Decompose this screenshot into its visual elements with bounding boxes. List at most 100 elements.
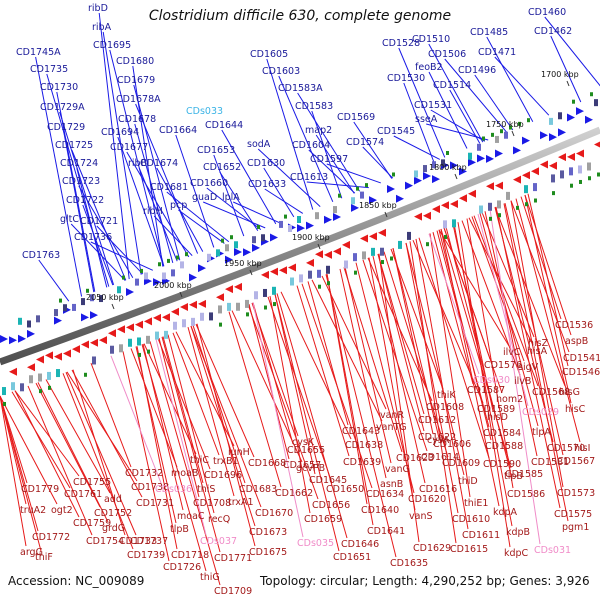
gc-skew-tick	[590, 92, 593, 97]
function-block	[407, 231, 411, 240]
reverse-gene-label: CD1570	[547, 443, 585, 454]
reverse-gene-label: hisD	[487, 412, 508, 423]
forward-gene-label: ribH	[143, 206, 163, 217]
reverse-gene-label: pgm1	[562, 522, 589, 533]
function-block	[263, 288, 267, 297]
reverse-gene-leader-line	[11, 391, 71, 489]
reverse-gene-label: aspB	[565, 336, 588, 347]
forward-gene-label: CD1545	[377, 126, 415, 137]
function-block	[200, 312, 204, 321]
reverse-gene-label: CD1650	[326, 484, 364, 495]
reverse-gene-arrow	[594, 141, 600, 148]
forward-gene-label: lplA	[222, 192, 240, 203]
reverse-gene-label: hisG	[559, 387, 580, 398]
reverse-gene-arrow	[288, 263, 296, 272]
forward-gene-leader-line	[393, 135, 441, 160]
forward-gene-leader-line	[232, 201, 280, 223]
reverse-gene-leader-line	[440, 228, 500, 507]
forward-gene-leader-line	[264, 188, 304, 214]
function-block	[225, 244, 229, 252]
reverse-gene-leader-line	[479, 213, 539, 427]
forward-gene-leader-line	[494, 56, 550, 116]
reverse-gene-label: add	[104, 494, 122, 505]
reverse-gene-arrow	[27, 363, 35, 372]
gc-skew-tick	[572, 99, 575, 104]
kbp-tick-mark	[566, 80, 570, 87]
forward-gene-arrow	[495, 149, 503, 158]
forward-gene-arrow	[477, 154, 485, 163]
reverse-gene-label: thiC	[190, 455, 209, 466]
function-block	[288, 224, 292, 232]
function-block	[146, 335, 150, 344]
gc-skew-tick	[552, 191, 555, 196]
function-block	[47, 371, 51, 380]
reverse-gene-label: hisC	[565, 404, 586, 415]
function-block	[299, 274, 303, 283]
reverse-gene-leader-line	[510, 200, 564, 488]
reverse-gene-leader-line	[377, 253, 425, 415]
forward-gene-label: CD1597	[310, 154, 348, 165]
reverse-gene-label: CD1635	[390, 558, 428, 569]
function-block	[524, 185, 528, 194]
reverse-gene-label: sigV	[518, 362, 539, 373]
reverse-gene-leader-line	[274, 294, 316, 475]
reverse-gene-leader-line	[0, 395, 42, 552]
reverse-gene-arrow	[576, 149, 584, 158]
forward-gene-arrow	[306, 221, 314, 230]
reverse-gene-leader-line	[392, 247, 440, 439]
forward-gene-leader-line	[102, 31, 142, 275]
reverse-gene-label: CD1590	[483, 459, 521, 470]
forward-gene-leader-line	[134, 123, 174, 264]
reverse-gene-label: grdG	[102, 523, 125, 534]
forward-gene-leader-line	[70, 223, 126, 281]
reverse-gene-labels: CD1536 aspB hisZ CD1541 hisA ilvC CD1546 CD1576…	[20, 320, 600, 597]
reverse-gene-leader-line	[37, 382, 109, 523]
reverse-gene-leader-line	[231, 310, 303, 463]
function-block	[29, 375, 33, 384]
function-block	[261, 234, 265, 242]
forward-gene-arrow	[18, 334, 26, 343]
function-block	[290, 277, 294, 286]
reverse-gene-leader-line	[325, 274, 397, 558]
forward-gene-arrow	[432, 175, 440, 184]
forward-gene-label: ribD	[88, 3, 108, 14]
function-block	[20, 383, 24, 392]
reverse-gene-arrow	[36, 355, 44, 364]
function-block	[594, 99, 598, 107]
forward-gene-leader-line	[353, 121, 393, 179]
function-block	[135, 278, 139, 286]
function-block	[119, 344, 123, 353]
reverse-gene-arrow	[306, 258, 314, 267]
reverse-gene-label: thiS	[197, 484, 215, 495]
gc-skew-tick	[138, 352, 141, 357]
map-title: Clostridium difficile 630, complete geno…	[148, 8, 452, 24]
reverse-gene-arrow	[459, 194, 467, 203]
gc-skew-tick	[525, 202, 528, 207]
reverse-gene-label: CD1738	[131, 482, 169, 493]
function-block	[549, 117, 553, 125]
function-block	[497, 200, 501, 209]
forward-gene-label: CD1652	[203, 162, 241, 173]
forward-gene-label: CD1630	[247, 158, 285, 169]
forward-gene-arrow	[567, 113, 575, 122]
forward-gene-arrow	[126, 288, 134, 297]
reverse-gene-leader-line	[280, 291, 352, 440]
forward-gene-label: CD1679	[117, 75, 155, 86]
reverse-gene-leader-line	[368, 257, 416, 511]
function-block	[164, 330, 168, 339]
reverse-gene-leader-line	[66, 371, 138, 482]
forward-gene-leader-line	[175, 134, 215, 248]
function-block	[11, 382, 15, 391]
reverse-gene-leader-line	[158, 337, 200, 498]
reverse-gene-leader-line	[157, 338, 211, 470]
forward-gene-label: CD1677	[110, 142, 148, 153]
cds-cyan-label: CDs033	[186, 106, 223, 117]
gc-skew-tick	[500, 129, 503, 134]
gc-skew-tick	[392, 172, 395, 177]
reverse-gene-arrow	[558, 153, 566, 162]
gc-skew-tick	[588, 176, 591, 181]
reverse-gene-label: thiG	[200, 572, 220, 583]
function-block	[432, 161, 436, 169]
gc-skew-tick	[230, 235, 233, 240]
